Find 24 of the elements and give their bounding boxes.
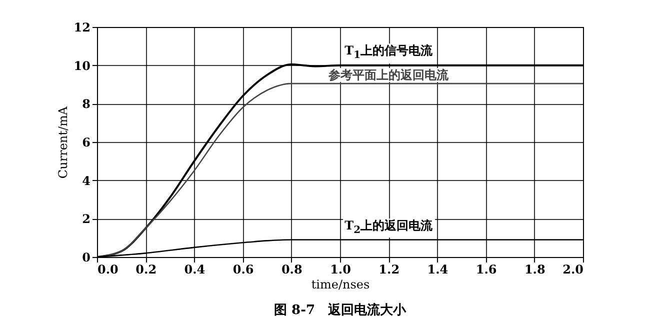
y-tick-label: 6: [82, 136, 90, 150]
x-tick-label: 1.6: [476, 262, 497, 276]
x-tick-label: 0.6: [232, 262, 254, 276]
x-tick-label: 1.4: [427, 262, 448, 276]
y-tick-label: 2: [82, 212, 90, 226]
x-tick-label: 0.4: [184, 262, 206, 276]
series-label: 参考平面上的返回电流: [326, 68, 451, 82]
series-label: T$_{1}$上的信号电流: [342, 44, 435, 64]
y-tick-label: 12: [74, 20, 90, 34]
x-tick-label: 1.8: [524, 262, 546, 276]
y-tick-label: 0: [82, 250, 90, 264]
series-label: T$_{2}$上的返回电流: [342, 218, 435, 238]
x-tick-label: 2.0: [562, 262, 584, 276]
y-tick-label: 8: [82, 97, 90, 112]
x-axis-title: time/nses: [311, 278, 370, 292]
y-tick-label: 4: [82, 174, 90, 188]
x-tick-label: 1.0: [330, 262, 351, 276]
y-axis-title: Current/mA: [56, 106, 70, 179]
y-tick-label: 10: [74, 58, 90, 73]
x-tick-label: 0.2: [136, 262, 157, 276]
x-tick-label: 1.2: [378, 262, 400, 276]
x-tick-label: 0.0: [98, 262, 118, 276]
text: 图 8-7 返回电流大小: [274, 302, 408, 318]
x-tick-label: 0.8: [281, 262, 302, 276]
